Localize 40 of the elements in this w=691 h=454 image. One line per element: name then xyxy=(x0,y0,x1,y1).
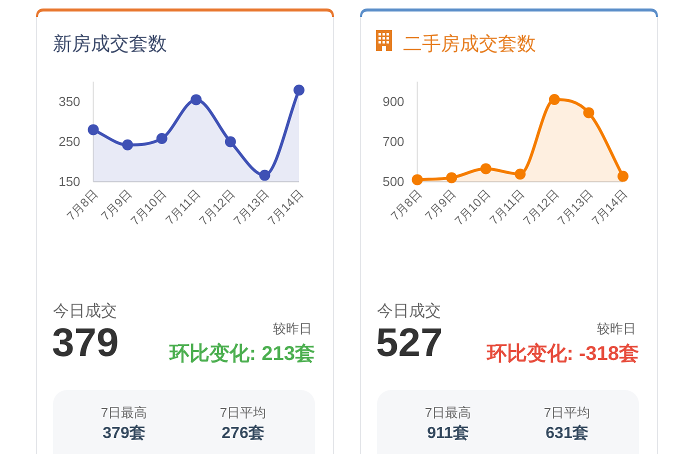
point xyxy=(618,170,628,182)
text: 911套 xyxy=(427,424,469,442)
text: 7日最高 xyxy=(100,405,148,420)
point xyxy=(412,174,423,186)
text: 较昨日 xyxy=(597,321,636,336)
y-tick-label: 250 xyxy=(58,134,80,150)
y-tick-label: 150 xyxy=(58,174,80,190)
text: 527 xyxy=(376,321,443,365)
chart-title: 二手房成交套数 xyxy=(403,33,536,55)
text: 7日最高 xyxy=(424,405,472,420)
point xyxy=(190,94,202,106)
point xyxy=(514,168,526,180)
point xyxy=(583,107,594,118)
text: 631套 xyxy=(546,424,588,442)
text: 今日成交 xyxy=(377,302,441,320)
text: 7日平均 xyxy=(220,405,266,420)
x-tick-label: 7月8日 xyxy=(64,186,100,224)
point xyxy=(224,136,236,148)
chart-title: 新房成交套数 xyxy=(53,33,167,55)
point xyxy=(446,172,458,184)
y-tick-label: 350 xyxy=(58,94,80,110)
y-tick-label: 700 xyxy=(382,134,404,150)
x-tick-label: 7月8日 xyxy=(388,186,424,224)
text: 环比变化: 213套 xyxy=(168,342,315,365)
text: 7日平均 xyxy=(544,405,590,420)
text: 379 xyxy=(52,321,119,365)
text: 今日成交 xyxy=(53,302,117,320)
point xyxy=(548,94,560,105)
point xyxy=(122,139,134,150)
text: 环比变化: -318套 xyxy=(486,342,639,365)
point xyxy=(294,84,304,96)
y-tick-label: 500 xyxy=(382,174,404,190)
text: 较昨日 xyxy=(273,321,312,336)
point xyxy=(480,163,492,174)
point xyxy=(156,133,168,144)
y-tick-label: 900 xyxy=(382,94,404,110)
text: 276套 xyxy=(222,424,264,442)
text: 379套 xyxy=(102,424,146,442)
point xyxy=(88,124,99,136)
point xyxy=(259,170,270,181)
